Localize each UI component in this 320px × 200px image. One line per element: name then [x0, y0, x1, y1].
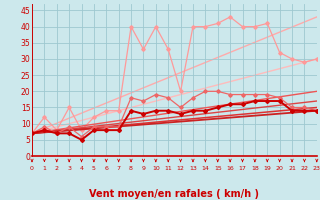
X-axis label: Vent moyen/en rafales ( km/h ): Vent moyen/en rafales ( km/h ) — [89, 189, 260, 199]
